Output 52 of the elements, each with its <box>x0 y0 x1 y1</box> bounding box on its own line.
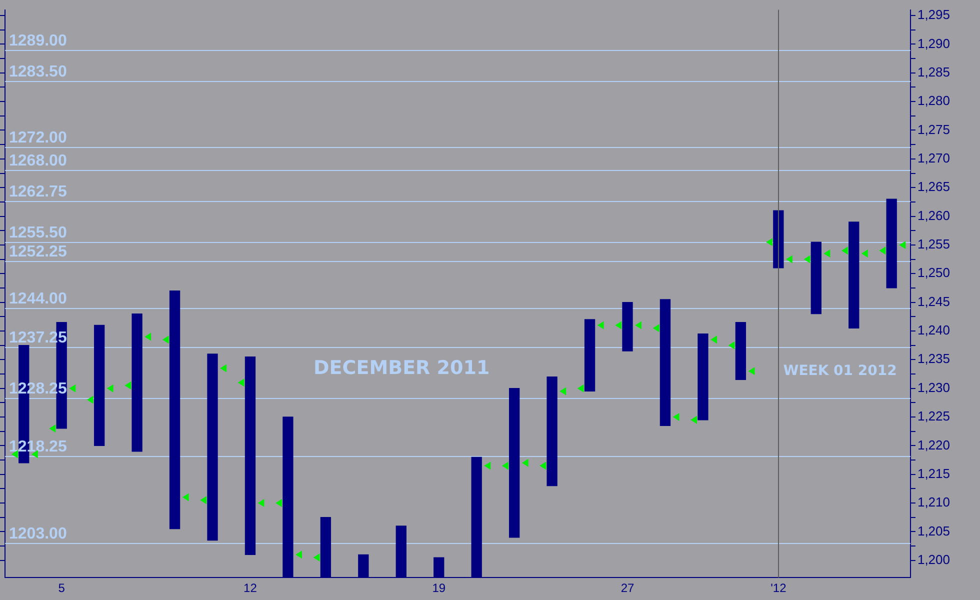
y-tick-label: 1,290 <box>917 36 950 51</box>
y-tick-label: 1,280 <box>917 93 950 108</box>
bar <box>622 302 633 352</box>
y-tick-label: 1,230 <box>917 380 950 395</box>
bar <box>207 354 218 541</box>
bar <box>546 376 558 486</box>
bar <box>132 313 142 452</box>
y-tick-label: 1,200 <box>917 552 950 567</box>
y-tick-label: 1,250 <box>917 265 950 280</box>
y-tick-label: 1,285 <box>917 64 950 80</box>
ref-line-label: 1268.00 <box>9 152 67 170</box>
x-tick-label: 27 <box>620 581 635 596</box>
ref-line-label: 1289.00 <box>9 32 67 50</box>
y-tick-label: 1,235 <box>917 351 950 366</box>
y-tick-label: 1,210 <box>917 494 950 510</box>
y-tick-label: 1,270 <box>917 150 950 166</box>
x-tick-label: 5 <box>58 581 66 596</box>
ref-line-label: 1272.00 <box>9 130 67 146</box>
annotation: DECEMBER 2011 <box>314 357 490 380</box>
ref-line-label: 1255.50 <box>9 224 67 242</box>
bar <box>660 299 671 426</box>
y-tick-label: 1,295 <box>917 7 950 22</box>
bar <box>773 210 784 268</box>
x-tick-label: 12 <box>244 581 258 596</box>
ref-line-label: 1283.50 <box>9 64 67 80</box>
x-tick-label: '12 <box>770 581 787 596</box>
bar <box>848 222 860 328</box>
y-tick-label: 1,265 <box>917 179 950 194</box>
y-tick-label: 1,255 <box>917 236 950 252</box>
bar <box>94 324 105 446</box>
bar <box>735 322 746 380</box>
y-tick-label: 1,240 <box>917 322 950 338</box>
bar <box>244 356 256 555</box>
ref-line-label: 1244.00 <box>9 290 67 308</box>
y-tick-label: 1,225 <box>917 408 950 424</box>
y-tick-label: 1,205 <box>917 523 950 538</box>
bar <box>169 290 180 530</box>
ref-line-label: 1252.25 <box>9 244 67 260</box>
y-tick-label: 1,215 <box>917 466 950 481</box>
y-tick-label: 1,245 <box>917 294 950 309</box>
bar <box>584 319 596 392</box>
ref-line-label: 1203.00 <box>9 526 67 542</box>
y-tick-label: 1,275 <box>917 122 950 137</box>
bar <box>810 242 822 314</box>
ref-line-label: 1262.75 <box>9 184 67 200</box>
x-tick-label: 19 <box>432 581 446 596</box>
y-tick-label: 1,260 <box>917 208 950 223</box>
bar <box>508 388 520 538</box>
bar <box>698 334 708 420</box>
bar <box>886 198 897 288</box>
annotation: WEEK 01 2012 <box>783 363 897 380</box>
y-tick-label: 1,220 <box>917 437 950 452</box>
